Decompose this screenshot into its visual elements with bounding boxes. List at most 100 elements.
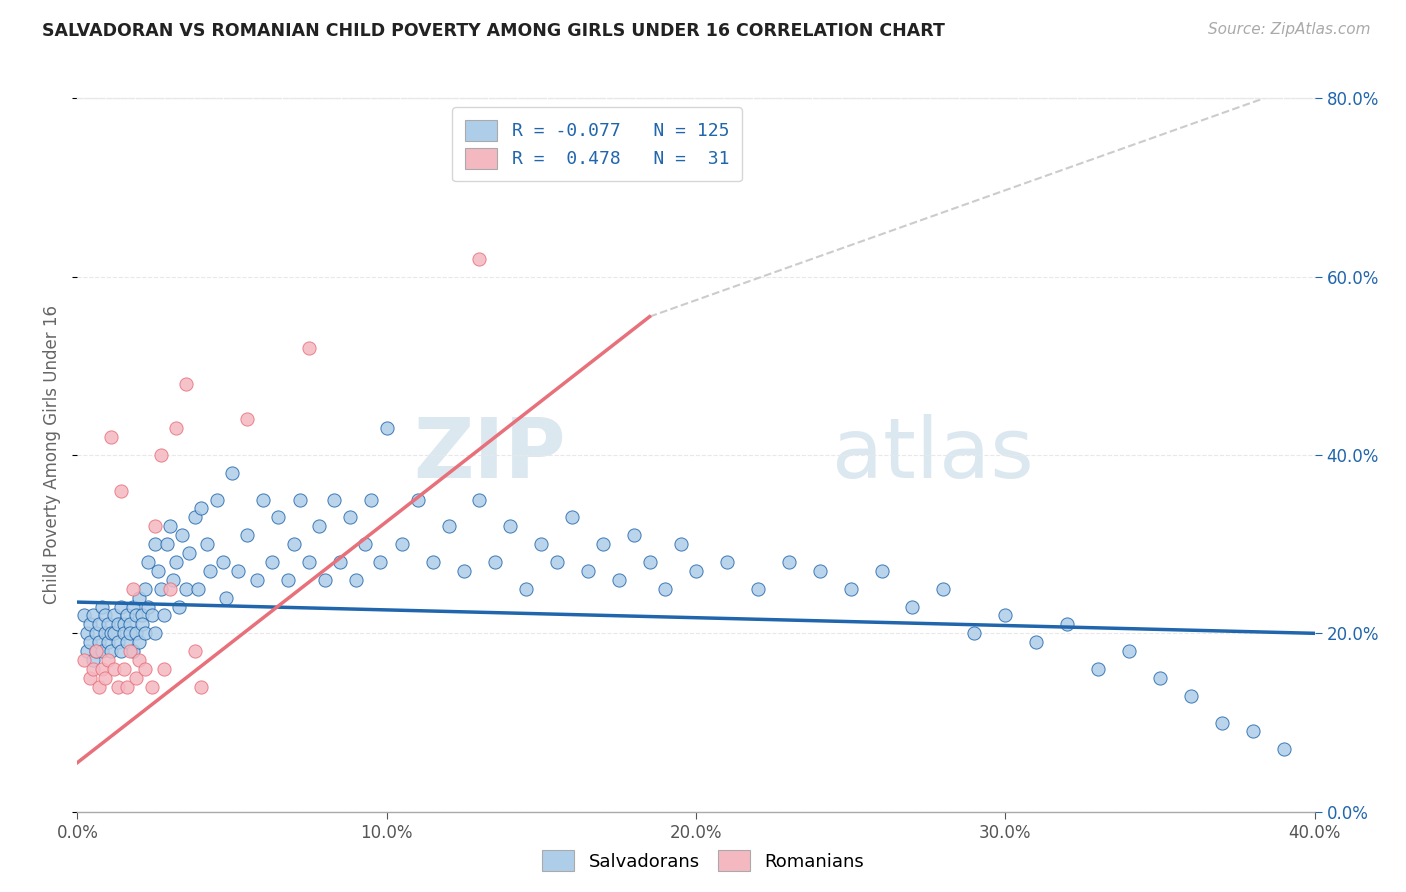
Point [839,582,862,596]
Point [468,252,491,266]
Point [107,680,129,694]
Point [1241,724,1264,739]
Point [110,483,132,498]
Point [422,555,444,569]
Point [932,582,955,596]
Point [252,492,274,507]
Point [592,537,614,551]
Point [468,492,491,507]
Point [112,617,135,632]
Point [156,537,179,551]
Point [267,510,290,524]
Point [76,626,98,640]
Point [115,635,138,649]
Point [128,591,150,605]
Point [215,591,238,605]
Point [97,617,120,632]
Point [375,421,398,435]
Point [360,492,382,507]
Point [200,564,222,578]
Point [97,635,120,649]
Point [994,608,1017,623]
Point [638,555,661,569]
Text: ZIP: ZIP [413,415,567,495]
Point [134,662,156,676]
Point [149,582,172,596]
Point [115,608,138,623]
Point [97,653,120,667]
Point [94,608,117,623]
Point [169,599,191,614]
Point [716,555,738,569]
Point [87,617,110,632]
Point [484,555,506,569]
Point [91,662,114,676]
Point [143,519,166,533]
Point [685,564,707,578]
Point [323,492,346,507]
Point [112,662,135,676]
Legend: R = -0.077   N = 125, R =  0.478   N =  31: R = -0.077 N = 125, R = 0.478 N = 31 [453,107,742,181]
Point [354,537,377,551]
Point [184,510,207,524]
Point [107,617,129,632]
Point [131,608,153,623]
Point [499,519,522,533]
Point [112,626,135,640]
Point [91,644,114,658]
Point [221,466,243,480]
Text: Source: ZipAtlas.com: Source: ZipAtlas.com [1208,22,1371,37]
Point [607,573,630,587]
Point [138,599,160,614]
Point [778,555,800,569]
Point [122,599,145,614]
Point [94,671,117,685]
Point [314,573,336,587]
Point [131,617,153,632]
Point [246,573,269,587]
Point [118,626,141,640]
Point [391,537,413,551]
Point [262,555,284,569]
Point [747,582,769,596]
Point [406,492,429,507]
Point [226,564,249,578]
Point [115,680,138,694]
Point [107,635,129,649]
Point [177,546,200,560]
Point [437,519,460,533]
Point [165,421,187,435]
Point [654,582,676,596]
Point [87,635,110,649]
Point [153,662,176,676]
Point [561,510,583,524]
Point [808,564,831,578]
Point [288,492,311,507]
Point [103,662,125,676]
Point [308,519,330,533]
Point [211,555,233,569]
Point [141,608,163,623]
Point [122,644,145,658]
Point [72,608,94,623]
Point [84,626,107,640]
Point [100,644,122,658]
Point [94,626,117,640]
Point [146,564,169,578]
Point [370,555,392,569]
Point [172,528,194,542]
Point [87,680,110,694]
Point [298,341,321,355]
Point [623,528,645,542]
Point [125,608,148,623]
Point [205,492,228,507]
Point [149,448,172,462]
Point [128,635,150,649]
Point [1149,671,1171,685]
Point [125,671,148,685]
Point [1056,617,1078,632]
Point [162,573,184,587]
Point [530,537,553,551]
Point [277,573,299,587]
Point [103,626,125,640]
